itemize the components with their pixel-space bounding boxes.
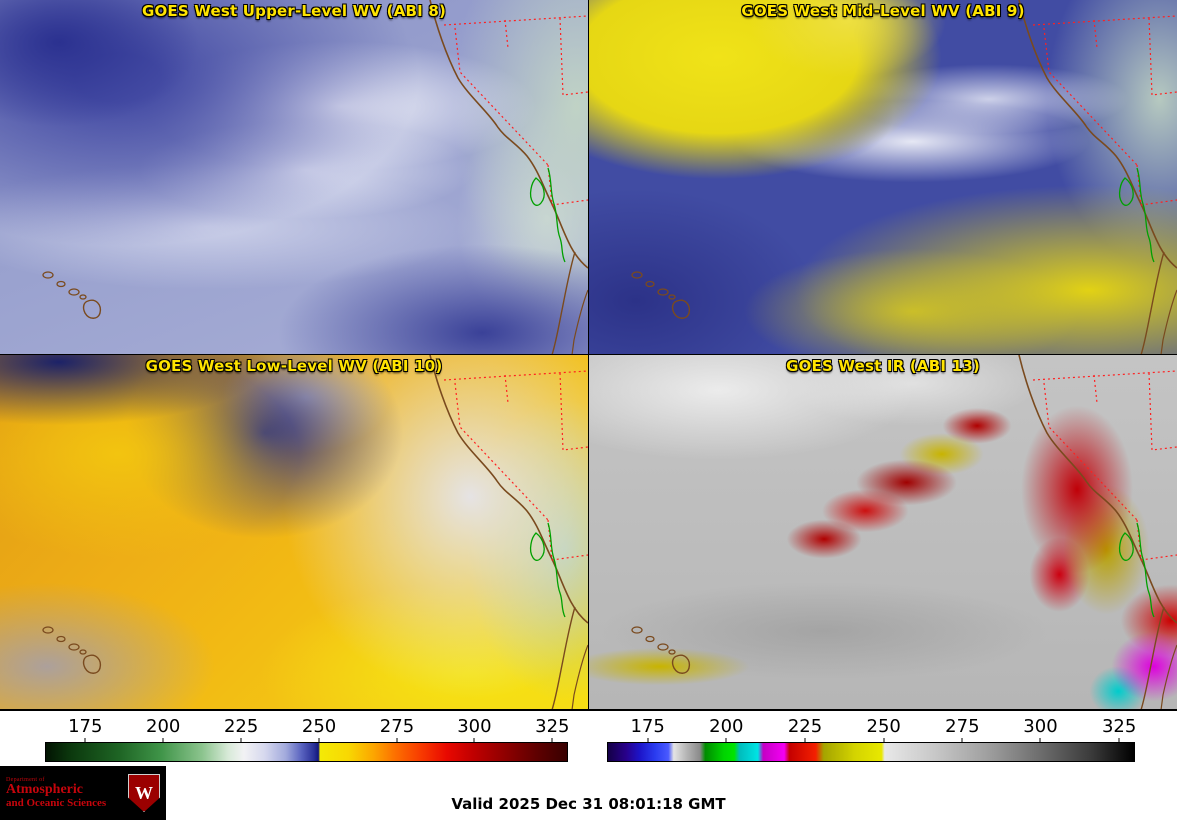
- map-overlay: [631, 355, 1177, 709]
- crest-letter: W: [135, 782, 153, 803]
- wv-colorbar-ticks: 175 200 225 250 275 300 325: [45, 714, 570, 742]
- tick-label: 175: [68, 716, 103, 737]
- logo-dept-line: Department of: [6, 776, 45, 783]
- logo-title-line2: and Oceanic Sciences: [6, 796, 107, 809]
- panel-title-abi9: GOES West Mid-Level WV (ABI 9): [741, 2, 1025, 20]
- aos-department-logo: Department of Atmospheric and Oceanic Sc…: [0, 766, 166, 820]
- ir-colorbar: [607, 742, 1135, 762]
- panel-low-level-wv: GOES West Low-Level WV (ABI 10): [0, 355, 588, 709]
- panel-upper-level-wv: GOES West Upper-Level WV (ABI 8): [0, 0, 588, 354]
- wv-colorbar: [45, 742, 568, 762]
- tick-label: 225: [223, 716, 259, 737]
- tick-label: 300: [1023, 716, 1058, 737]
- tick-label: 250: [866, 716, 901, 737]
- logo-text: Department of Atmospheric and Oceanic Sc…: [6, 777, 128, 810]
- wv-colorbar-group: 175 200 225 250 275 300 325: [45, 714, 570, 762]
- panel-title-abi13: GOES West IR (ABI 13): [786, 357, 980, 375]
- tick-label: 225: [787, 716, 823, 737]
- tick-label: 250: [301, 716, 337, 737]
- tick-label: 175: [630, 716, 665, 737]
- satellite-image-abi8: [0, 0, 588, 354]
- map-overlay: [631, 0, 1177, 354]
- panel-ir: GOES West IR (ABI 13): [589, 355, 1177, 709]
- logo-title-line1: Atmospheric: [6, 782, 83, 798]
- panel-title-abi10: GOES West Low-Level WV (ABI 10): [145, 357, 443, 375]
- panel-mid-level-wv: GOES West Mid-Level WV (ABI 9): [589, 0, 1177, 354]
- tick-label: 275: [945, 716, 980, 737]
- satellite-panel-grid: GOES West Upper-Level WV (ABI 8) GOES We…: [0, 0, 1177, 711]
- satellite-image-abi13: [589, 355, 1177, 709]
- panel-title-abi8: GOES West Upper-Level WV (ABI 8): [141, 2, 447, 20]
- satellite-image-abi10: [0, 355, 588, 709]
- tick-label: 275: [379, 716, 415, 737]
- valid-timestamp: Valid 2025 Dec 31 08:01:18 GMT: [451, 795, 726, 813]
- tick-label: 300: [457, 716, 492, 737]
- tick-label: 325: [535, 716, 570, 737]
- ir-colorbar-group: 175 200 225 250 275 300 325: [607, 714, 1137, 762]
- ir-colorbar-ticks: 175 200 225 250 275 300 325: [607, 714, 1137, 742]
- map-overlay: [42, 0, 588, 354]
- map-overlay: [42, 355, 588, 709]
- tick-label: 325: [1101, 716, 1137, 737]
- colorbar-row: 175 200 225 250 275 300 325 175 200 225 …: [0, 714, 1177, 768]
- tick-label: 200: [709, 716, 744, 737]
- satellite-image-abi9: [589, 0, 1177, 354]
- tick-label: 200: [146, 716, 181, 737]
